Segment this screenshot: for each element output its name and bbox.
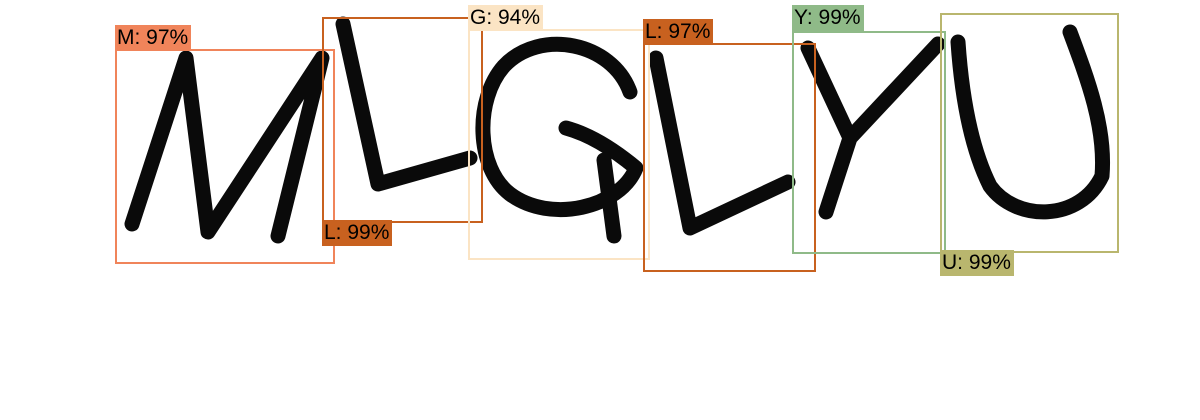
label-g: G: 94% — [468, 5, 544, 31]
label-m: M: 97% — [115, 25, 192, 51]
bbox-y — [792, 31, 946, 254]
label-u: U: 99% — [940, 250, 1014, 276]
bbox-l-1 — [322, 17, 483, 223]
bbox-u — [940, 13, 1119, 253]
label-l-2: L: 97% — [643, 19, 714, 45]
bbox-m — [115, 49, 335, 264]
label-y: Y: 99% — [792, 5, 864, 31]
bbox-g — [468, 29, 650, 260]
bbox-l-2 — [643, 43, 816, 272]
label-l-1: L: 99% — [322, 220, 393, 246]
